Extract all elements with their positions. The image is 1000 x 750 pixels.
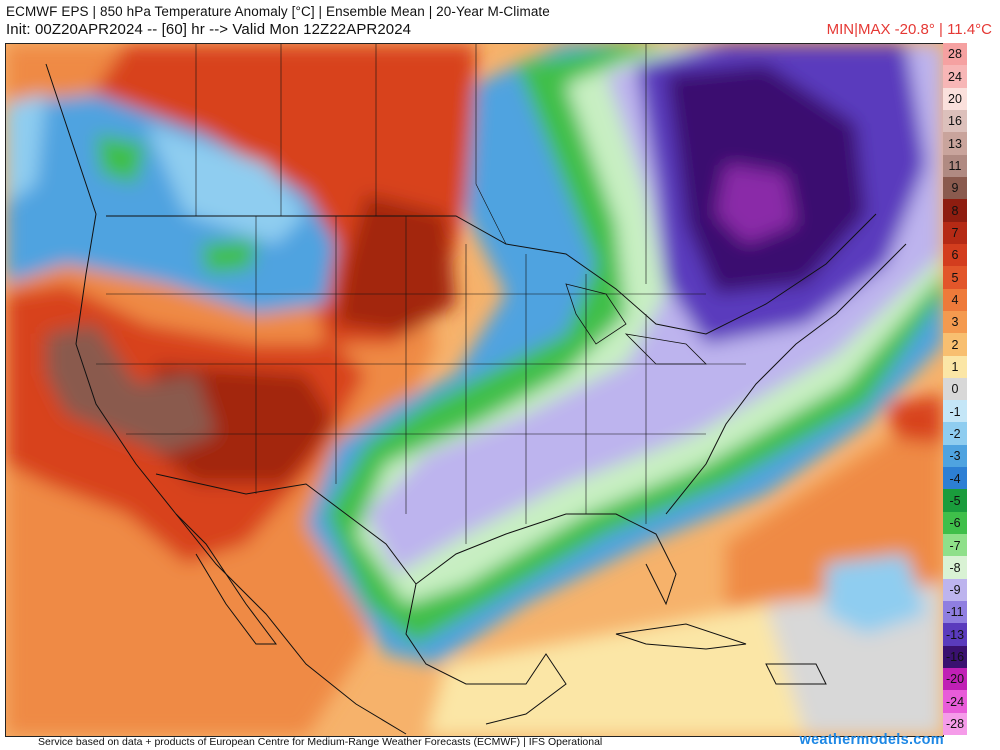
us-mexico-border [155, 473, 417, 585]
colorbar-level: 6 [943, 243, 967, 267]
colorbar-level-label: -4 [949, 471, 961, 486]
colorbar-level-label: 3 [951, 315, 959, 330]
colorbar-level-label: 8 [951, 203, 959, 218]
colorbar-level-label: 6 [951, 248, 959, 263]
colorbar-level: -28 [943, 712, 967, 736]
colorbar-level-label: 20 [948, 92, 962, 107]
field-brown-basin [46, 324, 216, 454]
colorbar-level-label: -11 [946, 605, 964, 620]
field-magenta-core [716, 164, 796, 244]
colorbar-level: -20 [943, 668, 967, 691]
colorbar-level-label: 2 [951, 337, 959, 352]
colorbar-level-label: 5 [951, 270, 959, 285]
init-valid-line: Init: 00Z20APR2024 -- [60] hr --> Valid … [6, 21, 412, 38]
gulf-coastline [415, 513, 677, 606]
colorbar-level-label: -9 [949, 583, 961, 598]
cuba-outline [615, 623, 747, 650]
field-blue-pacific-edge [6, 94, 46, 204]
colorbar-level-label: -2 [949, 426, 961, 441]
colorbar-level-label: -20 [945, 672, 965, 687]
colorbar-level: 24 [943, 65, 967, 89]
colorbar-level-label: -24 [945, 694, 965, 709]
colorbar-level: -7 [943, 534, 967, 557]
field-yellow-caribbean [426, 604, 806, 736]
hispaniola-outline [765, 663, 827, 685]
colorbar-level: 13 [943, 132, 967, 156]
colorbar-level: -1 [943, 400, 967, 423]
baja-coastline [175, 513, 277, 645]
map-borders [45, 44, 907, 735]
colorbar-level-label: 24 [948, 69, 962, 84]
great-lakes [565, 283, 707, 365]
west-coastline [45, 63, 407, 735]
mexico-coastline [405, 583, 567, 725]
colorbar-level: 9 [943, 176, 967, 200]
anomaly-map-svg [6, 44, 943, 736]
colorbar-level: 11 [943, 154, 967, 178]
province-line [475, 44, 507, 245]
colorbar-level: 8 [943, 199, 967, 223]
colorbar-level: -6 [943, 511, 967, 535]
colorbar-level-label: 1 [951, 359, 959, 374]
footer-credit: Service based on data + products of Euro… [38, 736, 603, 748]
anomaly-field [6, 44, 943, 736]
east-coastline [665, 243, 907, 515]
colorbar-level: -3 [943, 444, 967, 468]
colorbar-level: 16 [943, 109, 967, 133]
field-lightblue-northwest [146, 124, 306, 244]
colorbar-level-label: 13 [948, 136, 962, 151]
colorbar-level: 20 [943, 87, 967, 111]
colorbar-level: -11 [943, 601, 967, 624]
colorbar-level-label: 28 [948, 47, 962, 62]
field-blue-atlantic [826, 554, 926, 634]
field-green-idaho [201, 239, 256, 274]
colorbar-level-label: -8 [949, 560, 961, 575]
colorbar-level: 0 [943, 377, 967, 401]
colorbar-level: 2 [943, 333, 967, 356]
colorbar-level: -24 [943, 690, 967, 714]
colorbar-level-label: -6 [949, 516, 961, 531]
min-max-readout: MIN|MAX -20.8° | 11.4°C [826, 21, 992, 38]
map-title: ECMWF EPS | 850 hPa Temperature Anomaly … [6, 4, 550, 19]
colorbar-level: 1 [943, 355, 967, 379]
colorbar-level-label: -5 [949, 493, 961, 508]
colorbar-level-label: -16 [945, 650, 965, 665]
field-green-canada [96, 134, 146, 184]
colorbar-level: -8 [943, 556, 967, 580]
colorbar-level: -13 [943, 623, 967, 647]
colorbar-level-label: -1 [949, 404, 961, 419]
colorbar: 28 24 20 16 13 11 9 8 7 6 5 4 3 2 1 0 -1 -2 -3 -4 -5 -6 -7 -8 -9… [943, 43, 967, 736]
colorbar-level: -9 [943, 578, 967, 602]
colorbar-level: 4 [943, 288, 967, 312]
brand-link[interactable]: weathermodels.com [799, 732, 944, 748]
colorbar-level-label: 7 [951, 225, 959, 240]
colorbar-level-label: -28 [945, 717, 965, 732]
colorbar-level: 28 [943, 43, 967, 66]
colorbar-level: -2 [943, 422, 967, 446]
colorbar-level-label: 16 [948, 114, 962, 129]
colorbar-level: 7 [943, 221, 967, 245]
colorbar-level-label: -13 [945, 627, 965, 642]
colorbar-level-label: -3 [949, 449, 961, 464]
colorbar-level-label: -7 [949, 538, 961, 553]
anomaly-map[interactable] [5, 43, 944, 737]
colorbar-level-label: 0 [951, 382, 959, 397]
colorbar-level: 5 [943, 266, 967, 290]
us-canada-border [106, 213, 877, 335]
colorbar-level: 3 [943, 310, 967, 334]
field-darkred-plains [336, 194, 456, 334]
colorbar-level: -4 [943, 467, 967, 490]
colorbar-level-label: 4 [951, 292, 959, 307]
colorbar-level-label: 11 [948, 159, 962, 174]
colorbar-level: -16 [943, 645, 967, 669]
colorbar-level: -5 [943, 489, 967, 513]
field-red-atlantic [886, 394, 943, 444]
colorbar-level-label: 9 [951, 181, 959, 196]
